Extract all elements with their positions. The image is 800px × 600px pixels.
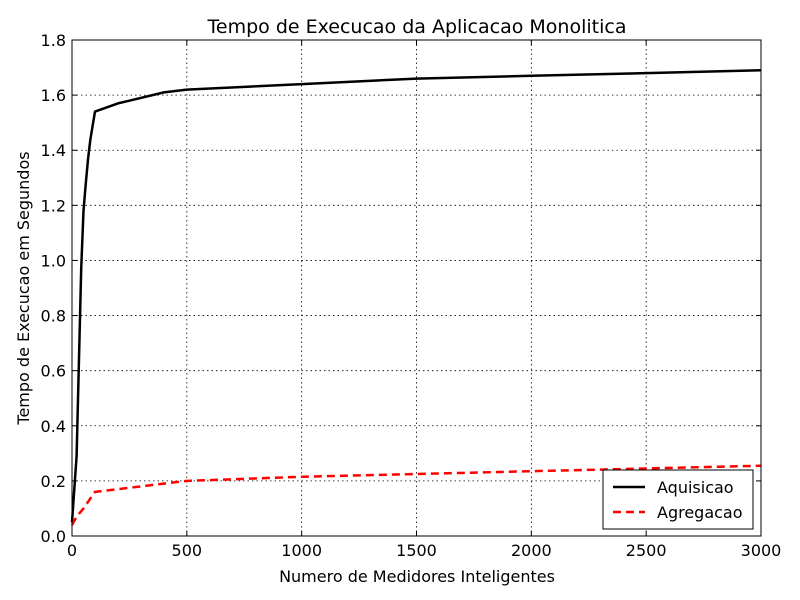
y-tick-label: 1.2: [41, 196, 66, 215]
x-axis-ticks: 0 500 1000 1500 2000 2500 3000: [67, 40, 781, 560]
legend-label: Aquisicao: [657, 478, 734, 497]
y-tick-label: 0.2: [41, 472, 66, 491]
x-tick-label: 3000: [741, 541, 782, 560]
x-tick-label: 500: [172, 541, 203, 560]
legend-box: [602, 469, 754, 530]
y-tick-label: 1.4: [41, 141, 66, 160]
y-axis-ticks: 0.0 0.2 0.4 0.6 0.8 1.0 1.2 1.4 1.6 1.8: [41, 31, 761, 546]
grid: [71, 39, 762, 537]
x-tick-label: 1000: [281, 541, 322, 560]
y-tick-label: 0.6: [41, 362, 66, 381]
x-tick-label: 2500: [626, 541, 667, 560]
y-tick-label: 1.8: [41, 31, 66, 50]
legend-label: Agregacao: [657, 503, 743, 522]
y-tick-label: 0.0: [41, 527, 66, 546]
y-tick-label: 1.6: [41, 86, 66, 105]
x-tick-label: 1500: [396, 541, 437, 560]
y-tick-label: 0.4: [41, 417, 66, 436]
x-axis-label: Numero de Medidores Inteligentes: [279, 567, 555, 586]
series-line-agregacao: [70, 464, 762, 526]
y-tick-label: 1.0: [41, 251, 66, 270]
series-lines: [70, 69, 762, 526]
series-line-aquisicao: [70, 69, 762, 523]
chart-title: Tempo de Execucao da Aplicacao Monolitic…: [207, 16, 627, 38]
y-tick-label: 0.8: [41, 307, 66, 326]
x-tick-label: 2000: [511, 541, 552, 560]
x-tick-label: 0: [67, 541, 77, 560]
y-axis-label: Tempo de Execucao em Segundos: [14, 151, 33, 425]
legend: Aquisicao Agregacao: [602, 469, 754, 530]
